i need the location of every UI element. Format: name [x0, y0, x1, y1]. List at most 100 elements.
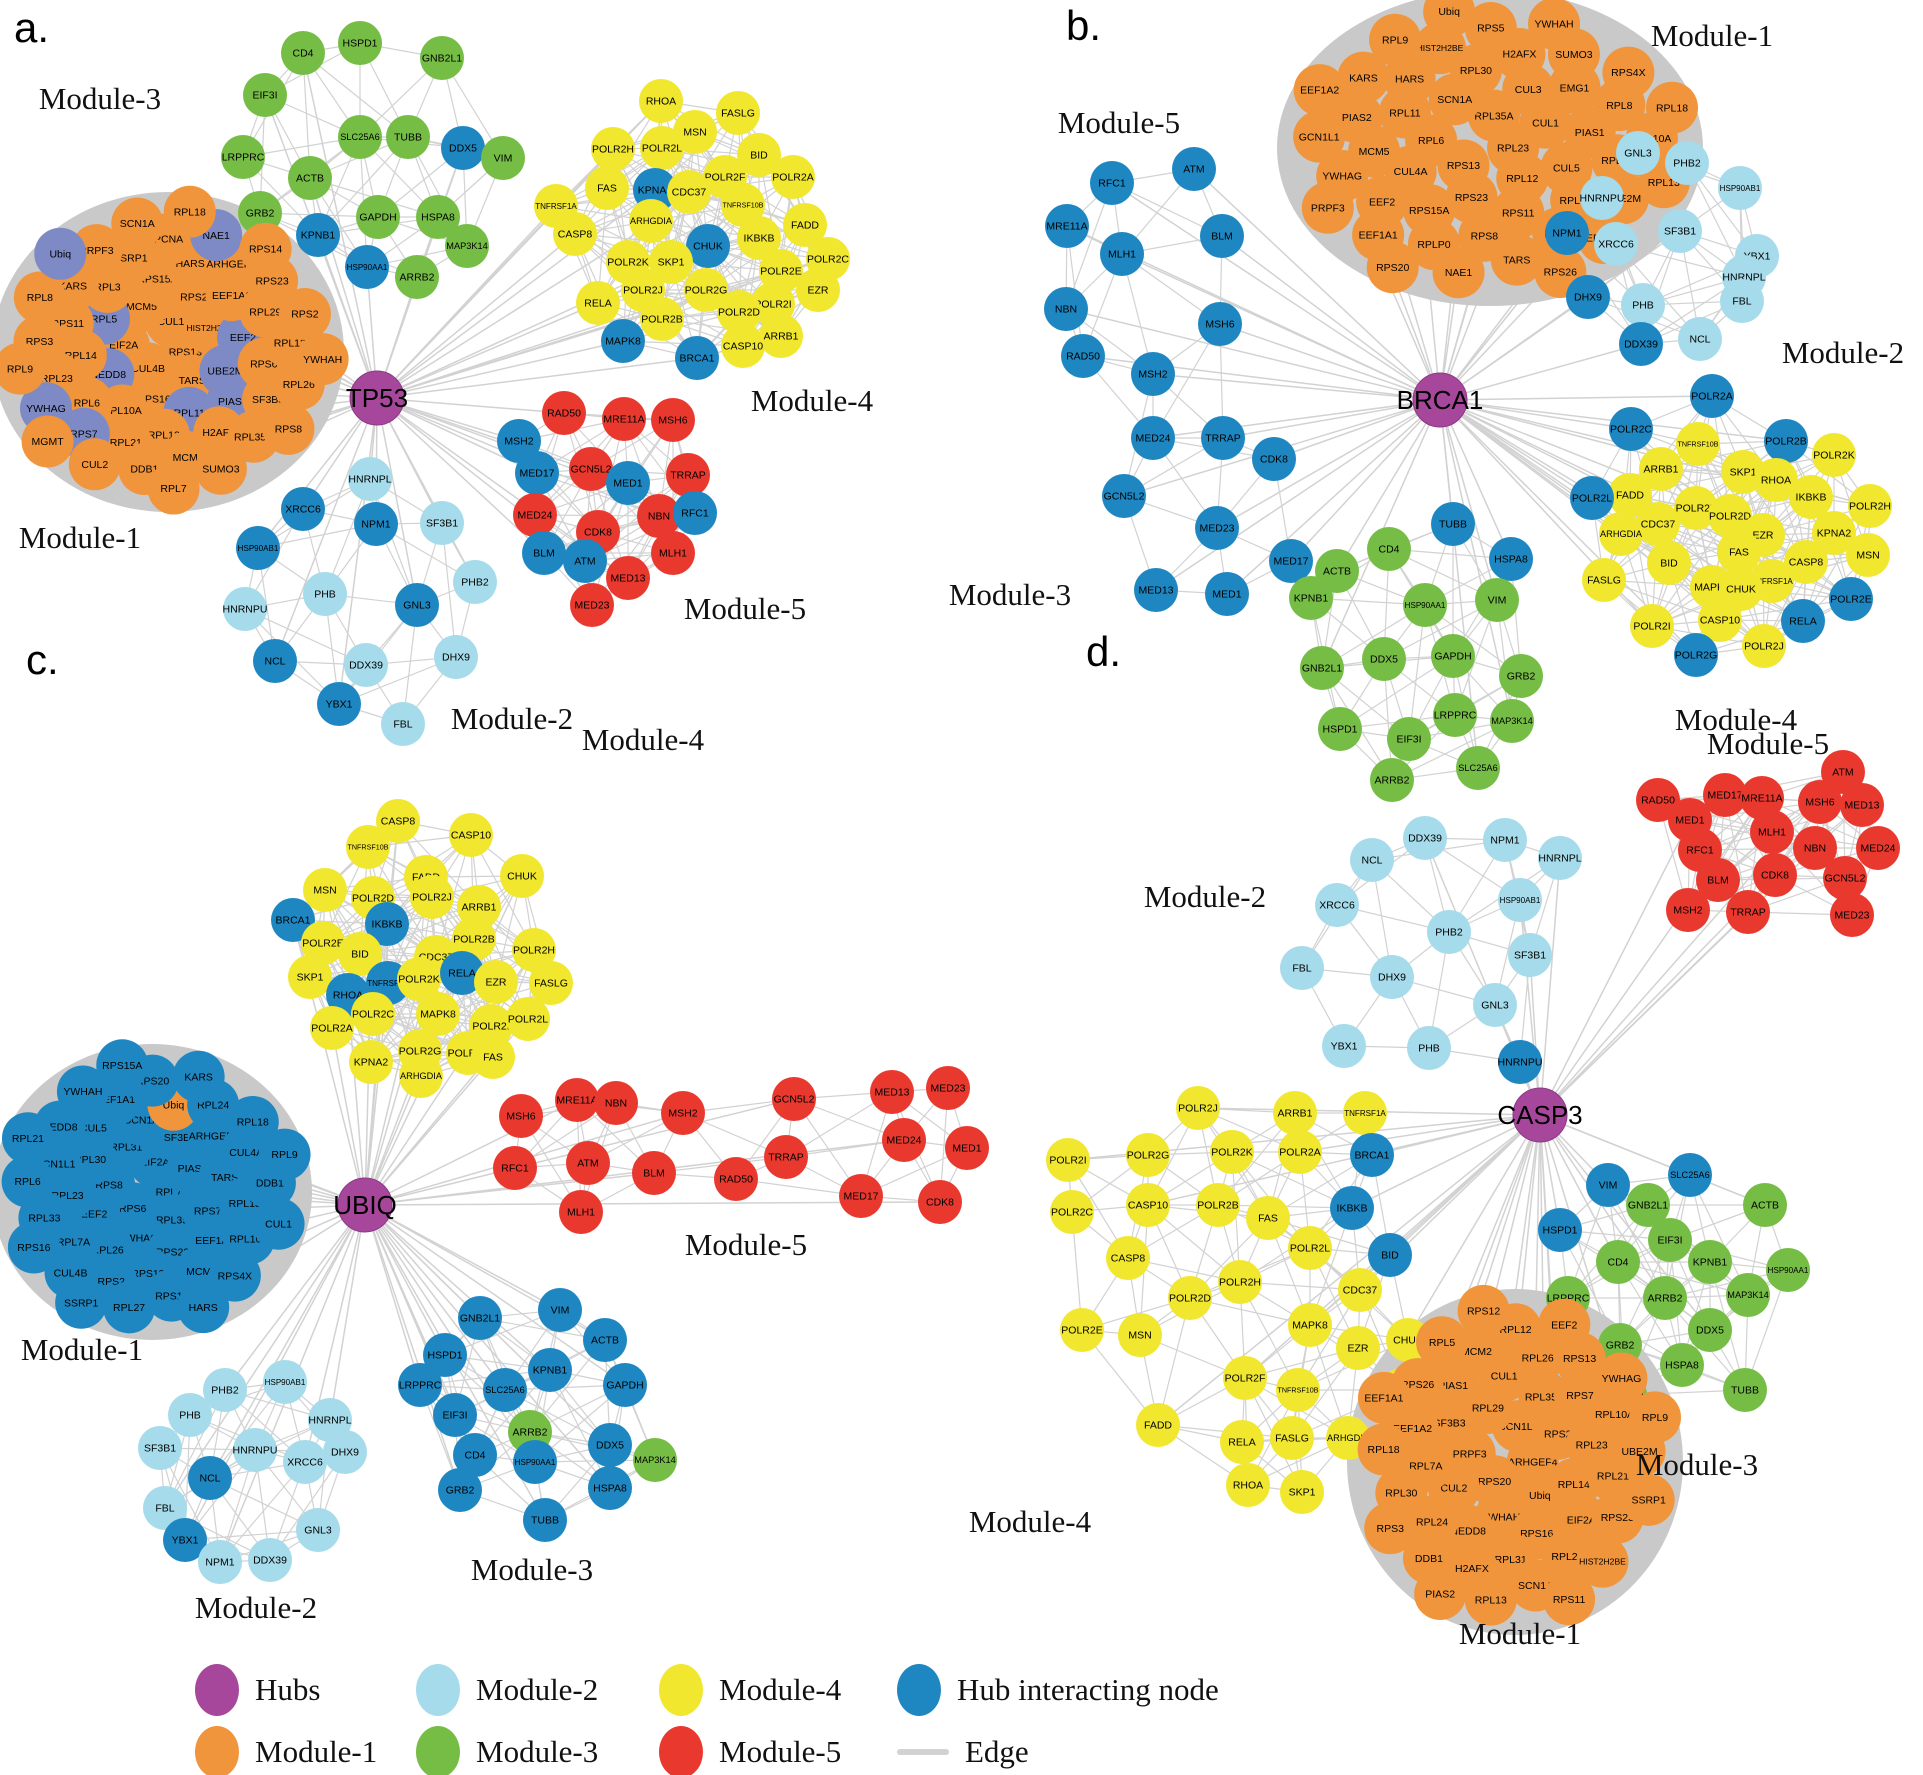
node-label: RPS3 [26, 336, 54, 348]
node-label: CD4 [1607, 1257, 1628, 1269]
node-label: MRE11A [603, 414, 644, 426]
node-label: RPL12 [274, 338, 306, 350]
node-label: RPL21 [1597, 1470, 1629, 1482]
node-label: XRCC6 [1319, 900, 1355, 912]
node-label: RPL24 [197, 1100, 229, 1112]
panel-letter-d: d. [1086, 628, 1122, 675]
node-label: FADD [791, 220, 819, 232]
nodes-panel-c: CASP8CASP10TNFRSF10BCHUKMSNFADDPOLR2DPOL… [1, 799, 989, 1584]
node-label: CHUK [693, 241, 723, 253]
node-label: MED23 [574, 600, 609, 612]
node-label: MED24 [517, 510, 552, 522]
node-label: RPL13 [1648, 177, 1680, 189]
node-GCN5L2 [1102, 474, 1146, 518]
node-POLR2C [1050, 1190, 1094, 1234]
node-HNRNPU [233, 1428, 277, 1472]
node-label: NAE1 [1445, 267, 1473, 279]
node-label: KARS [1349, 72, 1378, 84]
node-RPS12 [1457, 1284, 1510, 1337]
node-label: YWHAG [1602, 1373, 1642, 1385]
node-DDX39 [344, 643, 388, 687]
node-GNB2L1 [1626, 1183, 1670, 1227]
node-CD4 [453, 1433, 497, 1477]
node-label: RPS23 [1455, 192, 1488, 204]
node-MLH1 [559, 1190, 603, 1234]
node-label: MED17 [843, 1191, 878, 1203]
node-label: MAPK8 [420, 1009, 456, 1021]
node-SF3B1 [138, 1426, 182, 1470]
hub-node-UBIQ [337, 1177, 393, 1233]
node-label: RPL30 [1385, 1488, 1417, 1500]
node-label: HSP90AB1 [1500, 896, 1541, 905]
node-label: MED1 [952, 1143, 981, 1155]
node-BLM [522, 531, 566, 575]
node-POLR2K [397, 957, 441, 1001]
node-BID [737, 133, 781, 177]
node-GAPDH [603, 1363, 647, 1407]
node-label: Ubiq [1438, 6, 1460, 18]
node-label: MAPK8 [1292, 1320, 1328, 1332]
node-label: FBL [1292, 963, 1311, 975]
hub-node-TP53 [349, 370, 405, 426]
node-POLR2K [1812, 433, 1856, 477]
node-FADD [1136, 1403, 1180, 1447]
node-HSP90AB1 [236, 526, 280, 570]
node-label: CDC37 [1641, 519, 1676, 531]
node-label: RELA [1789, 616, 1816, 628]
node-POLR2H [1848, 484, 1892, 528]
node-label: RPL9 [1642, 1412, 1668, 1424]
node-label: GNB2L1 [1302, 663, 1342, 675]
node-TARS [1490, 233, 1543, 286]
node-RPS4X [208, 1249, 261, 1302]
node-label: MED13 [1138, 585, 1173, 597]
node-MRE11A [1045, 204, 1089, 248]
node-label: RPS8 [1471, 230, 1499, 242]
node-label: MCM4 [173, 452, 204, 464]
node-label: LRPPRC [222, 152, 265, 164]
node-HSP90AB1 [263, 1360, 307, 1404]
node-CDC37 [667, 170, 711, 214]
node-label: RELA [448, 968, 475, 980]
node-label: FASLG [721, 108, 755, 120]
node-label: RPL30 [1460, 65, 1492, 77]
node-label: MED13 [874, 1087, 909, 1099]
node-label: GCN1L1 [1299, 131, 1340, 143]
module-label-b-module-5: Module-5 [1058, 105, 1180, 140]
node-label: CHUK [1393, 1335, 1423, 1347]
node-CHUK [686, 224, 730, 268]
node-ACTB [1743, 1183, 1787, 1227]
node-label: TNFRSF10B [348, 844, 389, 852]
node-label: SF3B1 [1664, 226, 1696, 238]
node-BLM [632, 1151, 676, 1195]
node-POLR2D [1168, 1276, 1212, 1320]
node-label: RPL10A [1595, 1409, 1634, 1421]
node-label: MLH1 [659, 548, 687, 560]
node-label: FASLG [534, 978, 568, 990]
node-MSH2 [661, 1091, 705, 1135]
nodes-panel-b: RFC1 ATM MRE11A MLH1 BLM NBN MSH6 RAD50 MSH2 MED2… [1044, 0, 1892, 802]
node-label: RPS16 [17, 1242, 50, 1254]
node-label: GCN5L2 [1104, 491, 1145, 503]
node-POLR2J [1742, 624, 1786, 668]
node-label: RPS4X [1611, 67, 1645, 79]
node-label: GNL3 [1624, 148, 1652, 160]
node-HSP90AA1 [345, 245, 389, 289]
node-MSH2 [1666, 888, 1710, 932]
node-label: HNRNPL [308, 1415, 351, 1427]
hub-label-CASP3: CASP3 [1497, 1100, 1582, 1130]
module-label-a-module-2: Module-2 [451, 701, 573, 736]
node-TNFRSF1A [1343, 1091, 1387, 1135]
node-label: HNRNPU [1498, 1057, 1543, 1069]
node-label: POLR2E [1830, 594, 1871, 606]
node-GNL3 [296, 1508, 340, 1552]
node-CASP8 [553, 212, 597, 256]
node-GNB2L1 [458, 1296, 502, 1340]
node-label: EMG1 [1560, 82, 1590, 94]
node-ARRB2 [1643, 1276, 1687, 1320]
node-label: MED1 [613, 478, 642, 490]
node-label: RPL9 [7, 363, 33, 375]
node-HNRNPU [1580, 176, 1624, 220]
node-HSPD1 [423, 1333, 467, 1377]
node-NBN [637, 494, 681, 538]
node-label: RPS6 [250, 358, 278, 370]
